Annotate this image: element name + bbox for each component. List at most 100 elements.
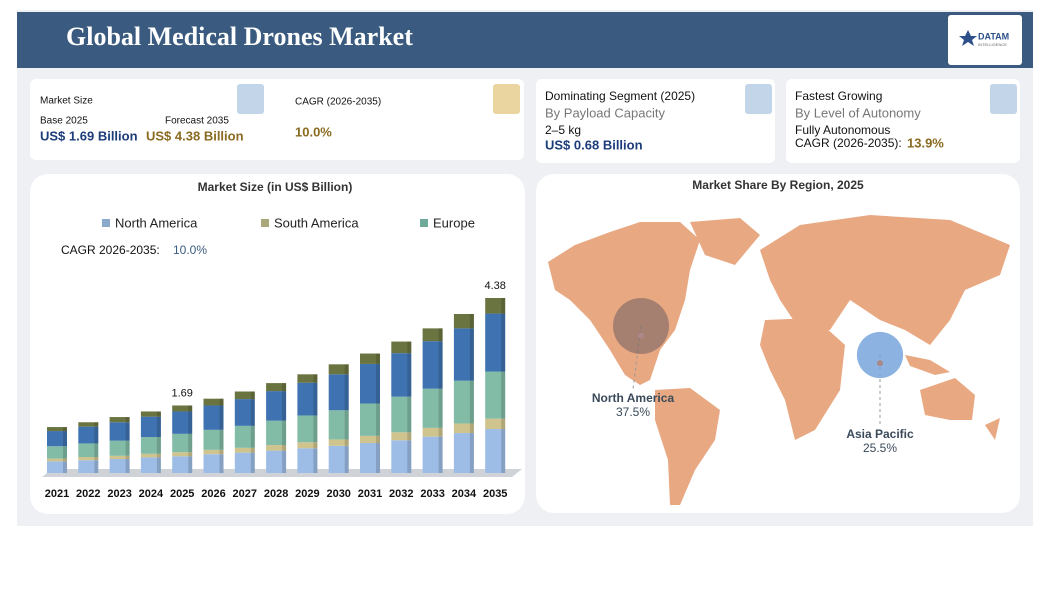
bar-side <box>313 415 318 443</box>
bar-side <box>376 403 380 436</box>
bar-side <box>282 445 287 451</box>
x-tick-label: 2032 <box>389 488 413 500</box>
bar-segment <box>109 417 130 423</box>
legend-swatch <box>261 219 269 227</box>
card <box>536 79 775 163</box>
logo-box <box>948 15 1022 65</box>
bar-segment <box>266 391 287 421</box>
data-label: 1.69 <box>171 387 192 399</box>
continent <box>690 218 760 265</box>
bar-side <box>282 383 287 392</box>
card-value: US$ 1.69 Billion <box>40 128 138 143</box>
bar-side <box>344 374 349 411</box>
legend-label: South America <box>274 215 359 230</box>
bar-segment <box>422 388 443 428</box>
bar-segment <box>203 454 224 473</box>
bar-segment <box>328 439 349 446</box>
bar-side <box>156 453 161 458</box>
bar-segment <box>78 457 99 461</box>
bar-segment <box>203 398 224 406</box>
bar-side <box>63 458 67 462</box>
bar-side <box>313 448 318 473</box>
bar-segment <box>485 418 506 430</box>
bar-side <box>344 439 349 446</box>
bar-side <box>344 445 349 473</box>
bar-side <box>125 455 130 460</box>
bar-side <box>438 328 443 342</box>
bar-segment <box>391 353 412 397</box>
card-title: Market Size <box>40 96 93 107</box>
bar-segment <box>485 313 506 372</box>
bar-segment <box>203 405 224 430</box>
bar-side <box>125 417 130 423</box>
bar-side <box>282 450 287 473</box>
island <box>905 355 950 375</box>
legend-swatch <box>102 219 110 227</box>
card <box>30 79 524 160</box>
card-icon <box>237 84 264 114</box>
region-value: 25.5% <box>863 441 897 455</box>
bar-segment <box>266 450 287 473</box>
x-tick-label: 2029 <box>295 488 319 500</box>
bar-side <box>469 423 474 434</box>
bar-segment <box>297 374 318 383</box>
bar-side <box>188 405 193 412</box>
bar-side <box>313 382 318 416</box>
card-title: Fastest Growing <box>795 89 882 103</box>
card-value: US$ 0.68 Billion <box>545 137 643 152</box>
x-tick-label: 2034 <box>452 488 477 500</box>
bar-segment <box>140 453 161 458</box>
bar-side <box>282 391 287 421</box>
bar-side <box>469 380 474 424</box>
bar-side <box>438 427 443 437</box>
page-title: Global Medical Drones Market <box>66 22 413 51</box>
bar-segment <box>453 380 474 424</box>
bar-side <box>94 426 99 444</box>
bar-side <box>376 443 380 473</box>
bubble-dot <box>638 332 644 339</box>
card-subtitle: By Level of Autonomy <box>795 105 921 120</box>
card <box>786 79 1020 163</box>
bar-side <box>188 433 193 453</box>
bar-segment <box>47 446 67 459</box>
bar-side <box>501 313 506 372</box>
bar-segment <box>360 353 380 364</box>
bar-segment <box>422 341 443 389</box>
bar-side <box>188 456 193 473</box>
bar-segment <box>234 391 255 400</box>
x-tick-label: 2030 <box>326 488 350 500</box>
bar-segment <box>140 411 161 417</box>
bar-segment <box>78 460 99 473</box>
card-segment: 2–5 kg <box>545 123 581 137</box>
bar-segment <box>453 423 474 434</box>
bar-segment <box>422 436 443 473</box>
bubble <box>856 331 904 379</box>
annotation-value: 10.0% <box>173 243 207 257</box>
x-tick-label: 2021 <box>45 488 69 500</box>
bar-segment <box>328 445 349 473</box>
bar-side <box>407 396 412 433</box>
bar-side <box>501 418 506 430</box>
card-icon <box>493 84 520 114</box>
bar-side <box>156 416 161 438</box>
bar-side <box>219 449 224 455</box>
bar-side <box>125 459 130 473</box>
bar-segment <box>47 458 67 462</box>
bar-segment <box>140 437 161 454</box>
bar-side <box>501 371 506 419</box>
bar-side <box>250 399 255 426</box>
chart-title: Market Size (in US$ Billion) <box>198 180 353 194</box>
bar-segment <box>172 452 193 457</box>
bar-segment <box>391 396 412 433</box>
bar-segment <box>360 403 380 436</box>
bar-segment <box>109 455 130 460</box>
bar-segment <box>234 447 255 453</box>
bubble <box>613 298 669 354</box>
bar-segment <box>328 374 349 411</box>
bar-segment <box>422 427 443 437</box>
bar-side <box>188 452 193 457</box>
bar-segment <box>266 445 287 451</box>
bar-segment <box>172 411 193 434</box>
bar-segment <box>140 457 161 473</box>
